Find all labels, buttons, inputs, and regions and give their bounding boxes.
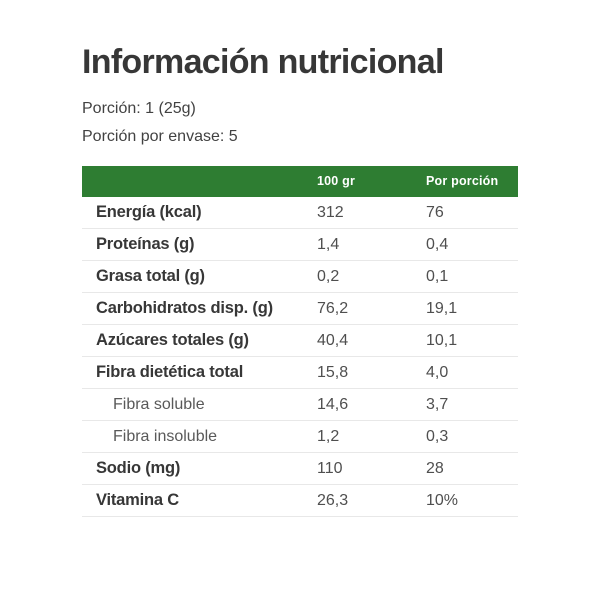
value-per-portion: 10,1 — [426, 324, 518, 358]
nutrient-label: Azúcares totales (g) — [82, 324, 317, 358]
nutrition-facts-panel: Información nutricional Porción: 1 (25g)… — [82, 0, 518, 518]
nutrient-label: Energía (kcal) — [82, 196, 317, 230]
table-row: Proteínas (g) 1,4 0,4 — [82, 228, 518, 262]
nutrient-label: Fibra insoluble — [82, 420, 317, 454]
value-per-portion: 0,4 — [426, 228, 518, 262]
serving-size-text: Porción: 1 (25g) — [82, 100, 196, 118]
value-per-portion: 10% — [426, 484, 518, 518]
value-per-100g: 0,2 — [317, 260, 426, 294]
value-per-100g: 15,8 — [317, 356, 426, 390]
nutrient-label: Sodio (mg) — [82, 452, 317, 486]
value-per-portion: 0,1 — [426, 260, 518, 294]
col-header-per-portion: Por porción — [426, 165, 518, 197]
table-row: Azúcares totales (g) 40,4 10,1 — [82, 324, 518, 358]
value-per-portion: 4,0 — [426, 356, 518, 390]
table-row: Carbohidratos disp. (g) 76,2 19,1 — [82, 292, 518, 326]
nutrient-label: Proteínas (g) — [82, 228, 317, 262]
value-per-100g: 312 — [317, 196, 426, 230]
nutrient-label: Fibra soluble — [82, 388, 317, 422]
table-header-row: 100 gr Por porción — [82, 165, 518, 197]
value-per-100g: 1,4 — [317, 228, 426, 262]
col-header-empty — [82, 165, 317, 197]
nutrient-label: Carbohidratos disp. (g) — [82, 292, 317, 326]
value-per-portion: 0,3 — [426, 420, 518, 454]
table-row: Sodio (mg) 110 28 — [82, 452, 518, 486]
servings-per-container-text: Porción por envase: 5 — [82, 128, 238, 146]
value-per-100g: 40,4 — [317, 324, 426, 358]
value-per-100g: 14,6 — [317, 388, 426, 422]
nutrition-table: 100 gr Por porción Energía (kcal) 312 76 Pr… — [82, 165, 518, 518]
table-row: Fibra dietética total 15,8 4,0 — [82, 356, 518, 390]
nutrient-label: Vitamina C — [82, 484, 317, 518]
table-row: Fibra insoluble 1,2 0,3 — [82, 420, 518, 454]
value-per-portion: 28 — [426, 452, 518, 486]
nutrient-label: Grasa total (g) — [82, 260, 317, 294]
value-per-portion: 3,7 — [426, 388, 518, 422]
value-per-portion: 19,1 — [426, 292, 518, 326]
value-per-portion: 76 — [426, 196, 518, 230]
value-per-100g: 110 — [317, 452, 426, 486]
page-title: Información nutricional — [82, 43, 444, 81]
nutrition-table-body: Energía (kcal) 312 76 Proteínas (g) 1,4 0,4 Gr… — [82, 196, 518, 518]
value-per-100g: 1,2 — [317, 420, 426, 454]
table-row: Energía (kcal) 312 76 — [82, 196, 518, 230]
value-per-100g: 76,2 — [317, 292, 426, 326]
table-row: Grasa total (g) 0,2 0,1 — [82, 260, 518, 294]
value-per-100g: 26,3 — [317, 484, 426, 518]
nutrient-label: Fibra dietética total — [82, 356, 317, 390]
col-header-100g: 100 gr — [317, 165, 426, 197]
table-row: Vitamina C 26,3 10% — [82, 484, 518, 518]
table-row: Fibra soluble 14,6 3,7 — [82, 388, 518, 422]
